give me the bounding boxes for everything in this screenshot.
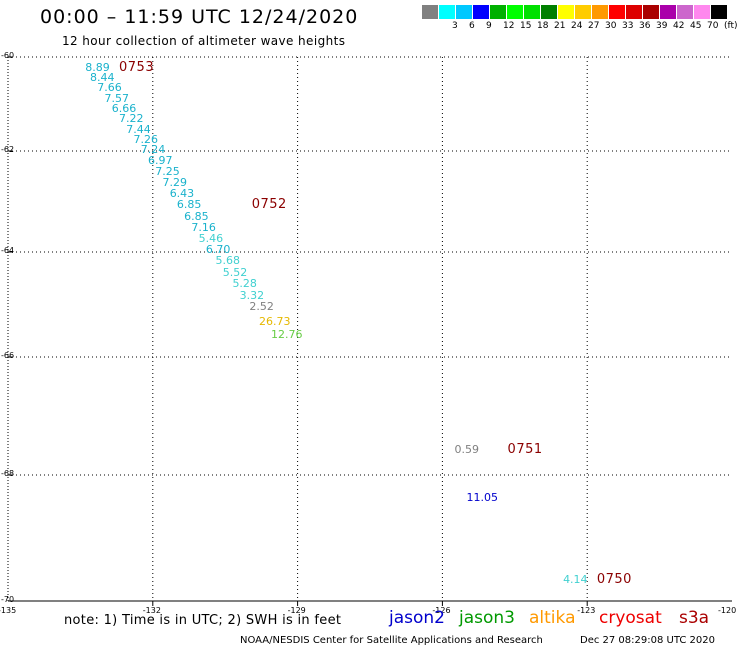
satellite-jason3: jason3: [459, 608, 515, 628]
credit-text: NOAA/NESDIS Center for Satellite Applica…: [240, 635, 543, 646]
swh-value: 6.43: [169, 187, 195, 201]
page-title: 00:00 – 11:59 UTC 12/24/2020: [40, 6, 359, 28]
swh-value: 8.44: [90, 71, 115, 85]
lon-label: -132: [142, 606, 161, 615]
lon-label: -126: [432, 606, 451, 615]
legend-swatch: [626, 5, 642, 19]
legend-swatch: [473, 5, 489, 19]
swh-value: 7.57: [104, 91, 130, 105]
satellite-cryosat: cryosat: [599, 608, 662, 628]
swh-value: 7.44: [126, 122, 151, 136]
page-subtitle: 12 hour collection of altimeter wave hei…: [62, 34, 346, 48]
legend-swatch: [660, 5, 676, 19]
swh-value: 3.32: [239, 288, 265, 302]
legend-value: 45: [690, 21, 702, 31]
legend-swatch: [541, 5, 557, 19]
swh-value: 12.76: [271, 328, 303, 342]
swh-value: 5.52: [222, 265, 248, 279]
lat-label: -60: [1, 51, 15, 60]
legend-swatch: [592, 5, 608, 19]
legend-swatch: [439, 5, 455, 19]
lon-label: -120: [718, 606, 737, 615]
satellite-s3a: s3a: [679, 608, 710, 628]
swh-value: 5.68: [215, 254, 241, 268]
swh-value: 7.25: [155, 165, 180, 179]
swh-value: 2.52: [249, 300, 274, 314]
time-label: 0752: [251, 197, 287, 213]
legend-swatch: [456, 5, 472, 19]
legend-value: 30: [605, 21, 617, 31]
legend-swatch: [422, 5, 438, 19]
lat-label: -64: [1, 246, 15, 255]
swh-value: 7.16: [191, 220, 216, 234]
legend-swatch: [677, 5, 693, 19]
swh-value: 5.28: [232, 277, 257, 291]
swh-value: 6.97: [147, 154, 173, 168]
swh-value: 6.66: [111, 102, 137, 116]
satellite-jason2: jason2: [389, 608, 445, 628]
lat-label: -62: [1, 145, 15, 154]
lon-label: -123: [577, 606, 596, 615]
legend-value: 33: [622, 21, 634, 31]
swh-value: 6.85: [176, 198, 202, 212]
legend-value: 15: [520, 21, 532, 31]
time-label: 0751: [507, 441, 543, 457]
lat-label: -70: [1, 595, 15, 604]
time-label: 0750: [596, 571, 632, 587]
legend-swatch: [711, 5, 727, 19]
legend-swatch: [507, 5, 523, 19]
legend-value: 21: [554, 21, 566, 31]
legend-value: 42: [673, 21, 685, 31]
legend-value: 70: [707, 21, 719, 31]
swh-value: 7.24: [140, 143, 166, 157]
legend-swatch: [524, 5, 540, 19]
swh-value: 11.05: [466, 490, 499, 504]
legend-swatch: [643, 5, 659, 19]
legend-swatch: [694, 5, 710, 19]
lon-label: -135: [0, 606, 17, 615]
legend-value: (ft): [724, 21, 738, 31]
swh-value: 5.46: [198, 231, 224, 245]
legend-value: 27: [588, 21, 600, 31]
legend-value: 36: [639, 21, 651, 31]
swh-value: 7.29: [162, 176, 187, 190]
legend-swatch: [609, 5, 625, 19]
legend-value: 3: [452, 21, 458, 31]
legend-value: 9: [486, 21, 492, 31]
swh-value: 26.73: [258, 315, 291, 328]
legend-swatch: [490, 5, 506, 19]
swh-value: 4.14: [563, 572, 588, 586]
lat-label: -66: [1, 351, 15, 360]
legend-value: 24: [571, 21, 583, 31]
footer-note: note: 1) Time is in UTC; 2) SWH is in fe…: [64, 613, 342, 628]
satellite-altika: altika: [529, 608, 576, 628]
legend-value: 6: [469, 21, 475, 31]
legend-value: 39: [656, 21, 668, 31]
swh-value: 7.26: [133, 133, 158, 147]
time-label: 0753: [119, 59, 155, 75]
legend-value: 18: [537, 21, 549, 31]
swh-value: 6.85: [184, 209, 209, 223]
lon-label: -129: [287, 606, 306, 615]
legend-swatch: [575, 5, 591, 19]
lat-label: -68: [1, 469, 15, 478]
timestamp-text: Dec 27 08:29:08 UTC 2020: [580, 635, 715, 646]
swh-value: 7.66: [97, 81, 122, 95]
swh-value: 7.22: [119, 112, 144, 126]
legend-swatch: [558, 5, 574, 19]
swh-value: 8.89: [85, 60, 110, 74]
swh-value: 0.59: [454, 442, 479, 456]
legend-value: 12: [503, 21, 515, 31]
swh-value: 6.70: [205, 242, 231, 256]
